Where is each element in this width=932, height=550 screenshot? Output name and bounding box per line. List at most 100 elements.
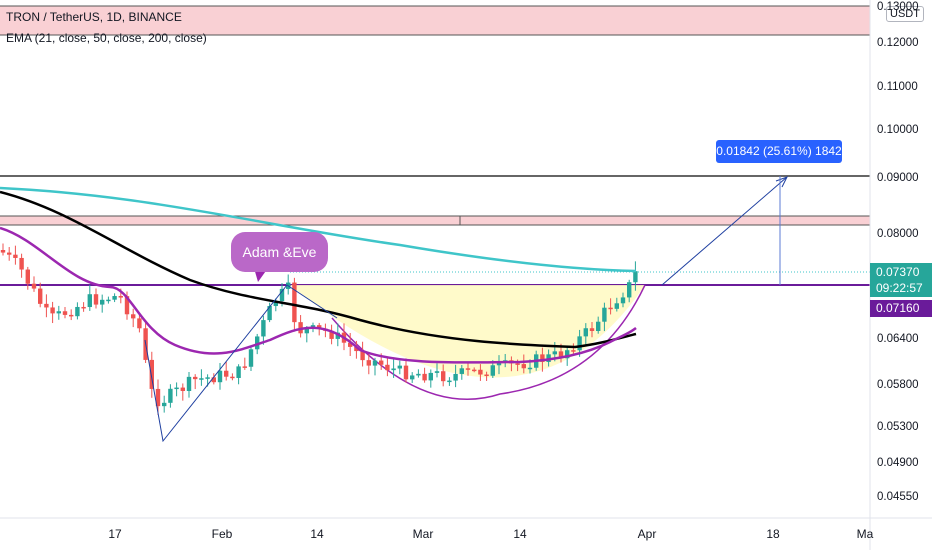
candle-body — [180, 387, 185, 391]
plot-area — [0, 0, 870, 518]
price-tick: 0.10000 — [877, 124, 919, 136]
candle-body — [112, 296, 117, 300]
candle-body — [267, 306, 272, 321]
candle-body — [422, 373, 427, 381]
last-price-label: 0.07370 09:22:57 — [870, 263, 932, 297]
candle-body — [441, 371, 446, 382]
candle-body — [484, 374, 489, 377]
candle-body — [565, 350, 570, 359]
candle-body — [360, 351, 365, 361]
candle-body — [0, 250, 6, 253]
candle-body — [162, 402, 167, 407]
pattern-callout-bubble[interactable]: Adam &Eve — [231, 232, 328, 272]
candle-body — [472, 369, 477, 372]
candle-body — [385, 364, 390, 371]
candle-body — [317, 325, 322, 329]
time-tick: Apr — [637, 527, 657, 541]
candle-body — [186, 376, 192, 391]
candle-body — [106, 299, 111, 302]
candle-body — [403, 365, 409, 380]
ema50-line — [0, 190, 637, 349]
candle-body — [193, 376, 198, 380]
candle-body — [273, 301, 278, 307]
candle-body — [13, 254, 18, 258]
time-tick: Mar — [412, 527, 434, 541]
candle-body — [131, 314, 136, 319]
indicator-legend[interactable]: EMA (21, close, 50, close, 200, close) — [6, 31, 207, 45]
price-tick: 0.04900 — [877, 457, 919, 469]
candle-body — [596, 321, 601, 332]
price-tick: 0.12000 — [877, 37, 919, 49]
candle-body — [44, 303, 49, 308]
candle-body — [329, 330, 334, 339]
top-resistance-zone — [0, 6, 870, 35]
candle-body — [379, 360, 384, 365]
currency-unit-label[interactable]: USDT — [886, 6, 924, 22]
candle-body — [279, 288, 285, 302]
candle-body — [410, 375, 415, 380]
candle-body — [25, 269, 30, 284]
time-tick: 17 — [108, 527, 122, 541]
candle-body — [69, 314, 74, 317]
candle-body — [236, 366, 241, 378]
candle-body — [118, 296, 123, 298]
price-tick: 0.05300 — [877, 421, 919, 433]
ema-lines — [0, 186, 637, 364]
candle-body — [558, 351, 564, 359]
candle-body — [124, 296, 130, 315]
candle-body — [255, 336, 260, 350]
candle-body — [100, 299, 105, 305]
candle-body — [174, 387, 179, 390]
candle-body — [354, 346, 359, 352]
candle-body — [242, 366, 247, 368]
candle-body — [428, 372, 433, 381]
horizontal-level-price-label: 0.07160 — [870, 300, 932, 317]
price-tick: 0.06400 — [877, 333, 919, 345]
candle-body — [571, 350, 576, 352]
candle-body — [62, 311, 68, 315]
candle-body — [515, 363, 520, 365]
candle-body — [447, 380, 452, 383]
projection-line — [661, 176, 788, 286]
candle-body — [416, 373, 421, 376]
candle-body — [372, 360, 378, 366]
candle-body — [217, 370, 223, 383]
candle-body — [87, 294, 92, 308]
candle-body — [465, 368, 471, 370]
candle-body — [453, 373, 458, 381]
ema21-line — [0, 226, 637, 364]
candle-body — [434, 371, 440, 373]
candle-body — [155, 388, 161, 407]
candle-body — [168, 388, 173, 403]
candle-body — [93, 294, 99, 305]
candle-body — [149, 359, 154, 389]
candle-body — [614, 303, 619, 309]
price-tick: 0.09000 — [877, 172, 919, 184]
candle-body — [292, 282, 297, 323]
candlestick-series[interactable] — [0, 243, 638, 416]
candle-body — [261, 320, 266, 337]
candle-body — [335, 332, 340, 339]
adam-eve-pattern-line — [144, 284, 338, 443]
candle-body — [459, 368, 464, 374]
candle-body — [602, 307, 607, 322]
candle-body — [397, 365, 402, 369]
cup-fill — [287, 285, 645, 378]
candle-body — [81, 306, 86, 309]
candle-body — [230, 376, 235, 379]
symbol-title[interactable]: TRON / TetherUS, 1D, BINANCE — [6, 10, 182, 24]
last-price-value: 0.07370 — [876, 265, 920, 279]
candle-body — [348, 342, 353, 347]
price-range-measure-label[interactable]: 0.01842 (25.61%) 1842 — [716, 140, 842, 163]
candle-body — [391, 368, 396, 371]
candle-body — [56, 311, 61, 314]
price-tick: 0.11000 — [877, 81, 918, 93]
candle-body — [137, 318, 142, 329]
candle-body — [366, 360, 371, 366]
candle-body — [496, 362, 502, 366]
price-tick: 0.05800 — [877, 379, 919, 391]
candle-body — [633, 271, 638, 283]
bar-countdown: 09:22:57 — [876, 281, 923, 295]
candle-body — [75, 306, 80, 317]
